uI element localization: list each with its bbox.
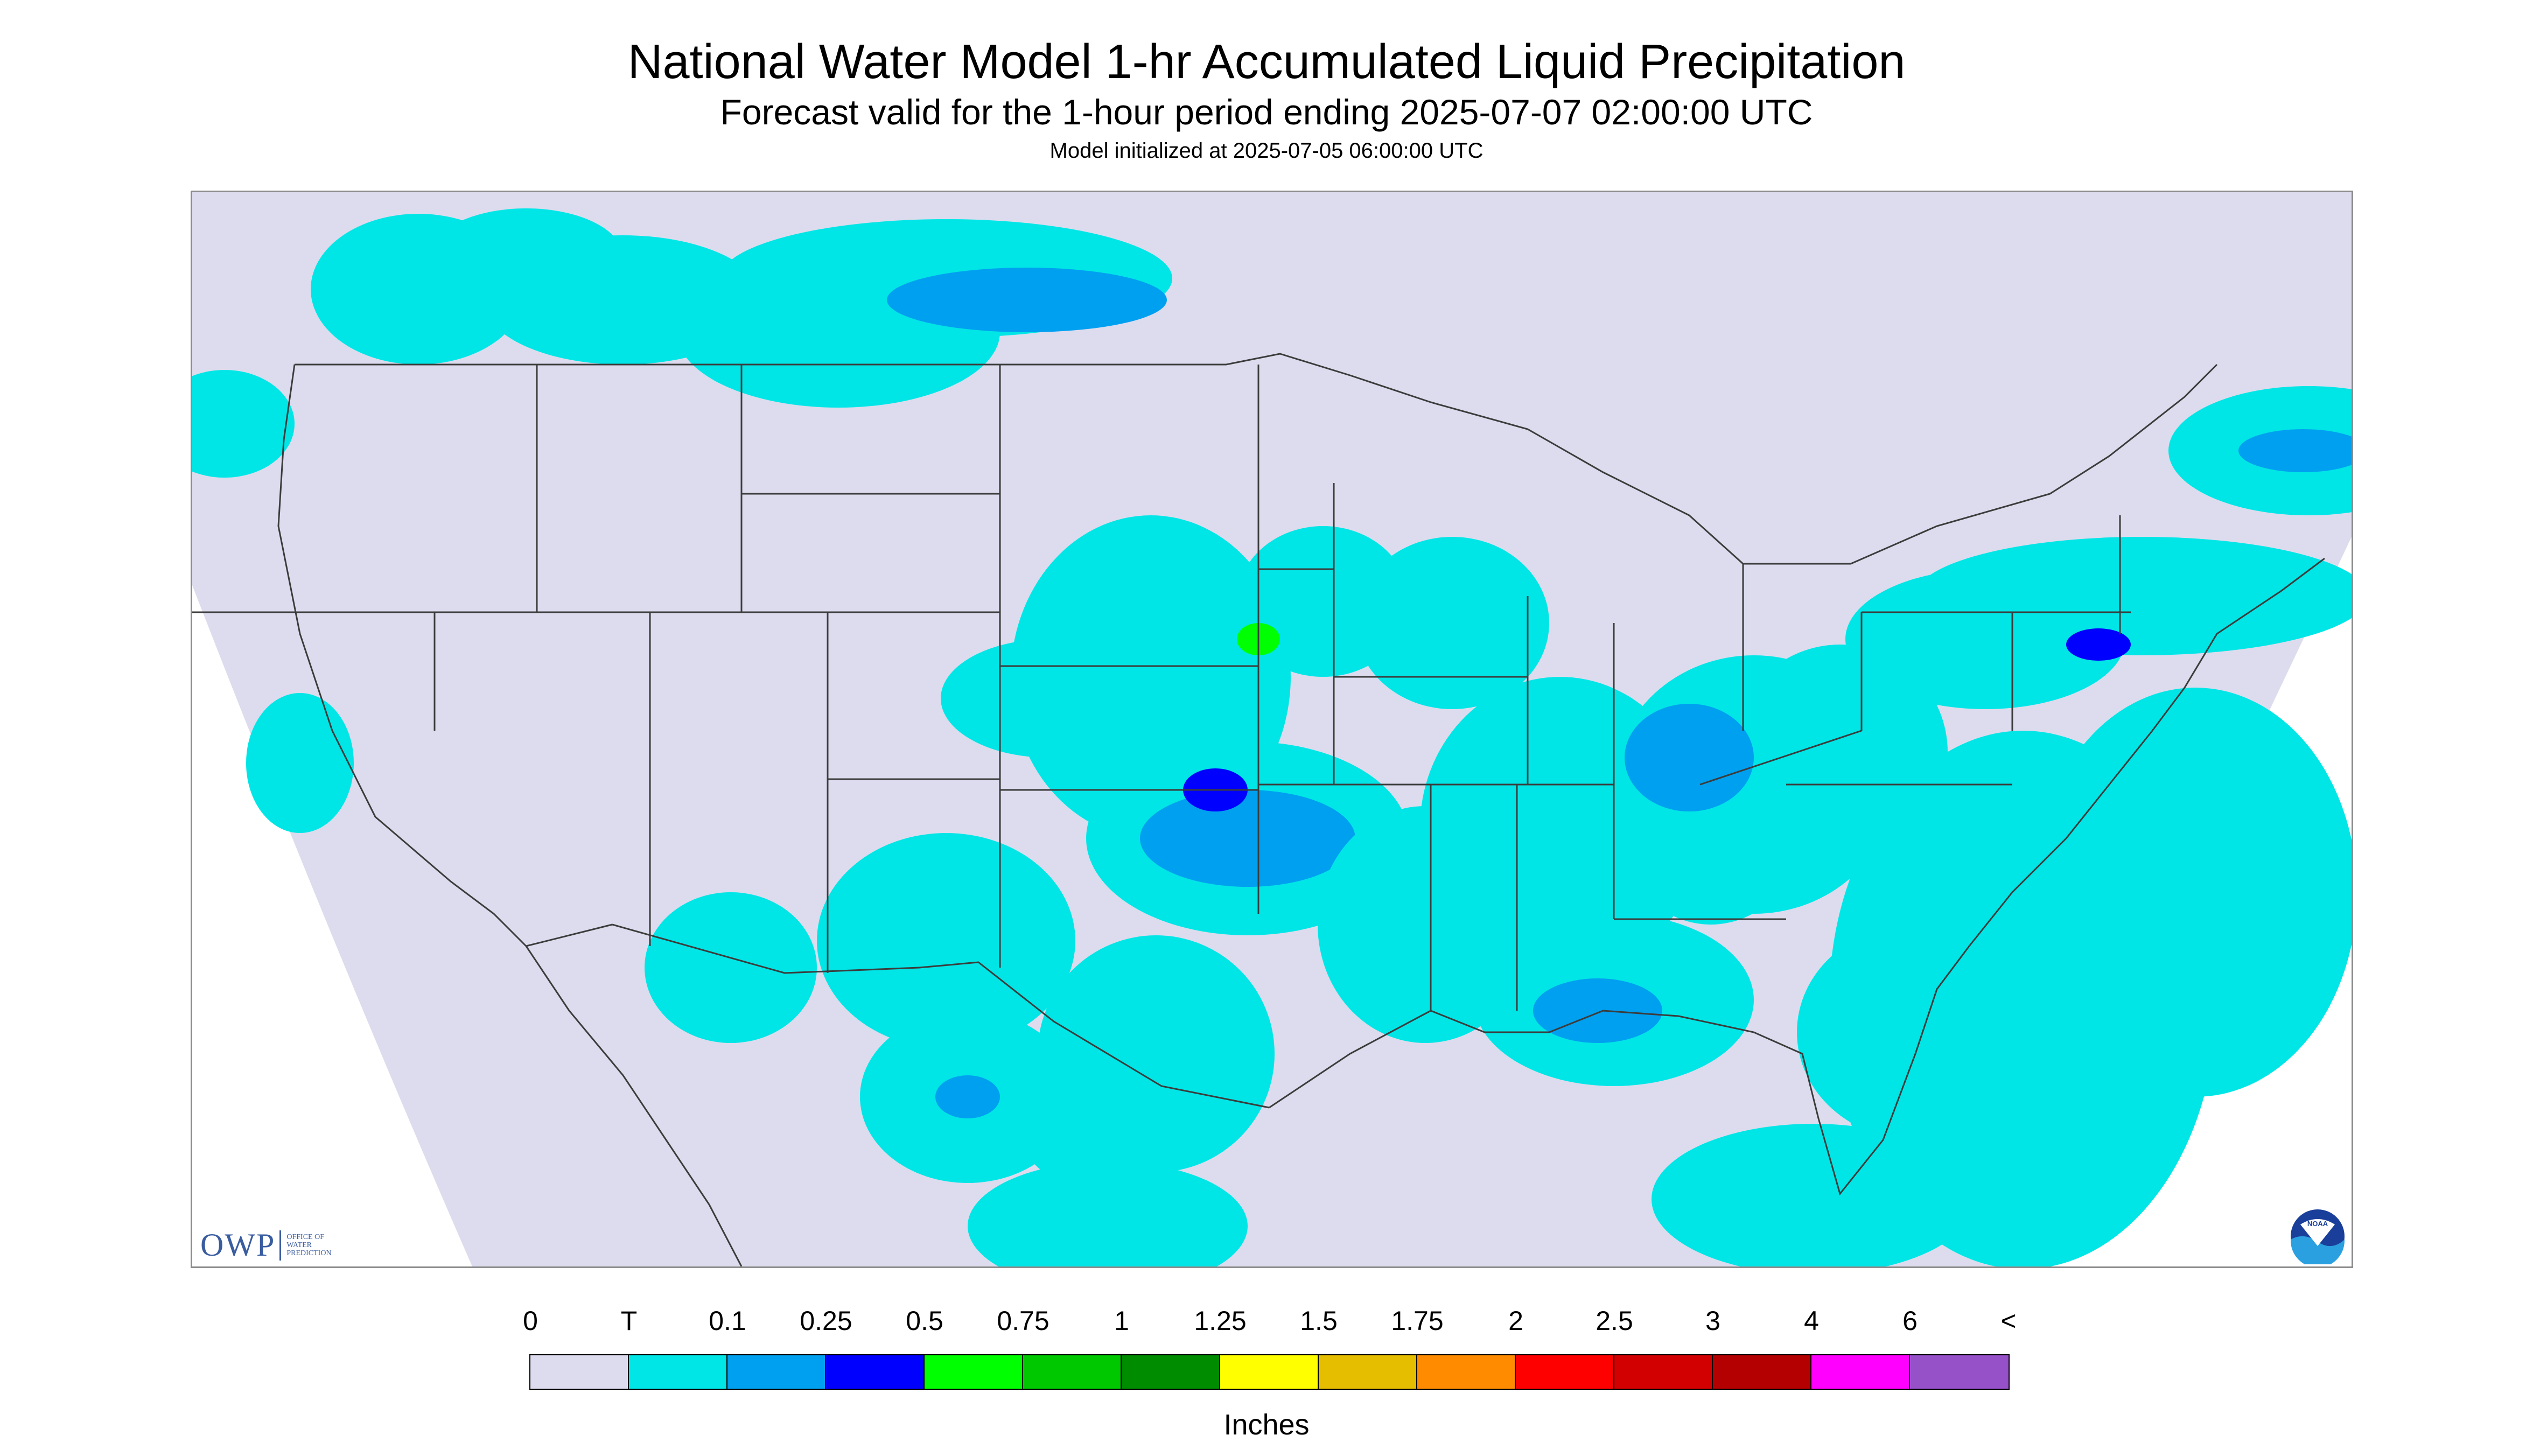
legend-label-7: 1.25 — [1194, 1306, 1247, 1336]
legend-label-9: 1.75 — [1391, 1306, 1444, 1336]
legend-label-4: 0.5 — [906, 1306, 943, 1336]
map-title: National Water Model 1-hr Accumulated Li… — [627, 35, 1906, 89]
forecast-valid-subtitle: Forecast valid for the 1-hour period end… — [720, 92, 1813, 132]
legend-label-6: 1 — [1114, 1306, 1129, 1336]
precipitation-color-scale — [529, 1354, 2010, 1390]
legend-label-0: 0 — [523, 1306, 538, 1336]
legend-label-13: 4 — [1804, 1306, 1819, 1336]
precip-area — [1625, 704, 1754, 811]
owp-logo-line-1: OFFICE OF — [286, 1233, 324, 1241]
legend-label-1: T — [620, 1306, 638, 1336]
gulf-coast — [1269, 946, 1970, 1196]
owp-logo-line-2: WATER — [286, 1241, 312, 1249]
precip-area — [887, 268, 1167, 332]
legend-label-15: < — [2000, 1306, 2017, 1336]
legend-label-5: 0.75 — [997, 1306, 1049, 1336]
legend-swatch-12 — [1713, 1355, 1811, 1389]
precip-area — [941, 639, 1156, 758]
noaa-seal-icon: NOAA — [2291, 1209, 2345, 1268]
west-coast — [277, 364, 613, 947]
legend-swatch-10 — [1516, 1355, 1614, 1389]
legend-swatch-11 — [1614, 1355, 1713, 1389]
legend-swatch-5 — [1023, 1355, 1122, 1389]
legend-label-10: 2 — [1508, 1306, 1523, 1336]
outside-domain-left — [192, 585, 472, 1266]
legend-swatch-4 — [925, 1355, 1023, 1389]
legend-label-2: 0.1 — [709, 1306, 746, 1336]
legend-swatch-6 — [1122, 1355, 1220, 1389]
precipitation-field — [192, 208, 2352, 1266]
precip-area — [246, 693, 354, 833]
mexico-pacific-coast — [525, 946, 743, 1266]
owp-logo-divider — [279, 1230, 282, 1261]
precip-area — [1845, 569, 2125, 709]
legend-swatch-3 — [826, 1355, 925, 1389]
legend-label-3: 0.25 — [800, 1306, 852, 1336]
outside-domain-right — [1999, 537, 2352, 1266]
legend-swatch-1 — [629, 1355, 727, 1389]
owp-logo: OWP OFFICE OF WATER PREDICTION — [200, 1227, 332, 1264]
legend-swatch-7 — [1220, 1355, 1319, 1389]
precip-area — [1011, 1021, 1205, 1194]
legend-label-8: 1.5 — [1300, 1306, 1338, 1336]
map-canvas — [192, 192, 2352, 1266]
owp-logo-text: OWP — [200, 1227, 276, 1263]
precip-area — [645, 892, 817, 1043]
precip-area — [1533, 978, 1662, 1043]
legend-swatch-13 — [1811, 1355, 1910, 1389]
legend-swatch-14 — [1910, 1355, 2009, 1389]
legend-units: Inches — [1223, 1409, 1310, 1441]
east-coast — [1968, 557, 2325, 947]
noaa-logo: NOAA — [2290, 1208, 2346, 1268]
precip-area — [2034, 688, 2352, 1097]
legend-swatch-2 — [727, 1355, 826, 1389]
legend-swatch-8 — [1319, 1355, 1417, 1389]
precip-area — [192, 370, 295, 478]
legend-label-11: 2.5 — [1596, 1306, 1633, 1336]
legend-swatch-9 — [1417, 1355, 1516, 1389]
precip-area — [2238, 429, 2352, 472]
precip-area — [1140, 790, 1355, 887]
precip-area — [1318, 806, 1533, 1043]
precip-area — [429, 208, 623, 305]
precipitation-map[interactable] — [191, 191, 2353, 1268]
political-boundaries — [192, 353, 2325, 1266]
precip-area — [1652, 1124, 1975, 1266]
legend-label-14: 6 — [1902, 1306, 1918, 1336]
model-initialized-text: Model initialized at 2025-07-05 06:00:00… — [1049, 139, 1484, 163]
state-lines — [192, 365, 2131, 1011]
owp-logo-line-3: PREDICTION — [286, 1249, 332, 1257]
precip-area — [1355, 537, 1549, 709]
precip-area — [2066, 628, 2131, 661]
precip-area — [935, 1075, 1000, 1118]
us-canada-border — [295, 353, 2218, 565]
owp-logo-subtitle: OFFICE OF WATER PREDICTION — [286, 1233, 331, 1257]
precip-area — [1797, 925, 2034, 1140]
precip-area — [968, 1161, 1248, 1266]
svg-text:NOAA: NOAA — [2307, 1220, 2328, 1228]
precip-area — [817, 833, 1075, 1048]
us-mexico-border — [612, 923, 1270, 1109]
legend-labels: 0 T 0.1 0.25 0.5 0.75 1 1.25 1.5 1.75 2 2.5 3 4 6 < — [0, 1305, 2533, 1343]
legend-swatch-0 — [530, 1355, 629, 1389]
legend-label-12: 3 — [1705, 1306, 1720, 1336]
